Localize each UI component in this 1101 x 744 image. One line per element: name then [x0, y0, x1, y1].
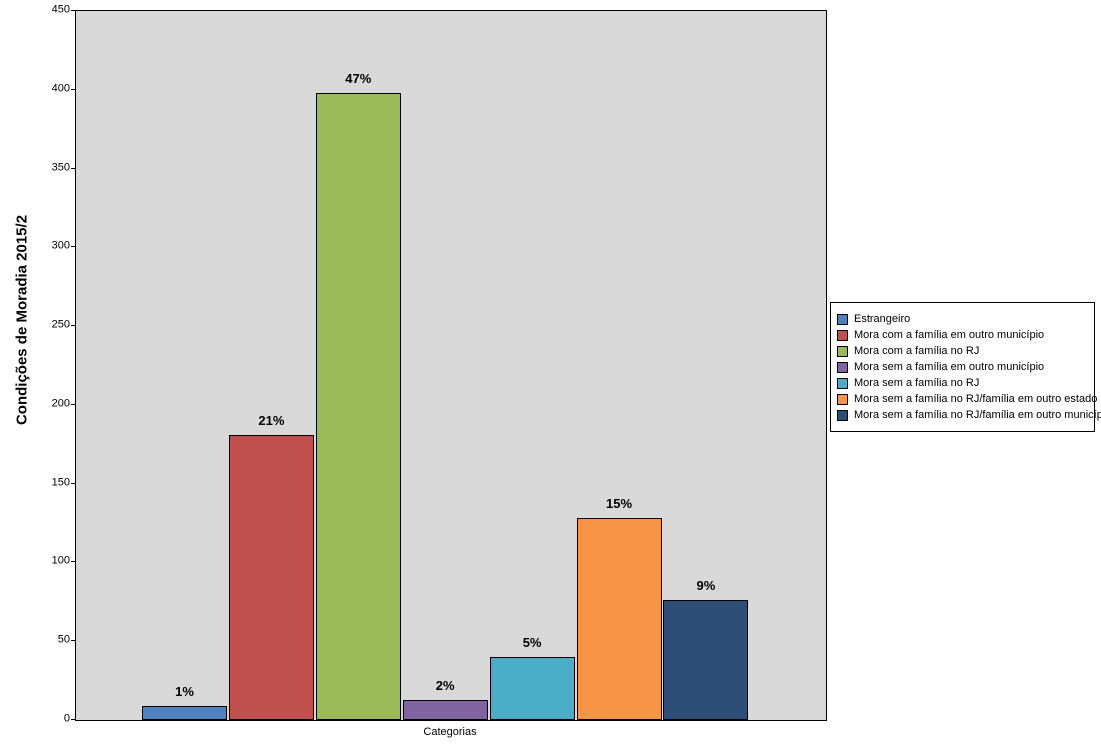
bar	[315, 92, 401, 720]
y-tick-label: 400	[51, 82, 70, 95]
legend-label: Mora sem a família no RJ	[854, 377, 980, 389]
bar-data-label: 15%	[605, 496, 633, 512]
y-tick-mark	[71, 482, 75, 484]
y-tick-label: 350	[51, 161, 70, 174]
legend-item: Estrangeiro	[837, 313, 1088, 325]
y-tick-label: 450	[51, 3, 70, 16]
legend-item: Mora com a família em outro município	[837, 329, 1088, 341]
legend-swatch	[837, 377, 848, 389]
legend-swatch	[837, 345, 848, 357]
legend-item: Mora sem a família no RJ	[837, 377, 1088, 389]
y-tick-label: 0	[63, 712, 70, 725]
legend-item: Mora sem a família no RJ/família em outr…	[837, 409, 1101, 421]
y-tick-mark	[71, 561, 75, 563]
legend-label: Mora sem a família no RJ/família em outr…	[854, 393, 1098, 405]
bar-data-label: 47%	[345, 70, 372, 86]
y-tick-label: 50	[57, 633, 70, 646]
y-tick-mark	[71, 640, 75, 642]
legend: Estrangeiro Mora com a família em outro m…	[830, 302, 1101, 432]
legend-item: Mora sem a família em outro município	[837, 361, 1088, 373]
bar	[142, 705, 227, 720]
y-tick-label: 150	[51, 476, 70, 489]
legend-label: Mora sem a família no RJ/família em outr…	[854, 409, 1101, 421]
bar-data-label: 21%	[258, 412, 285, 428]
legend-swatch	[837, 361, 848, 373]
bar-data-label: 5%	[522, 634, 542, 650]
y-tick-mark	[71, 88, 75, 90]
bar	[228, 434, 314, 720]
y-tick-mark	[71, 167, 75, 169]
legend-swatch	[837, 313, 848, 325]
y-tick-mark	[71, 325, 75, 327]
legend-label: Estrangeiro	[854, 313, 911, 325]
x-axis-title: Categorias	[423, 726, 477, 738]
y-tick-mark	[71, 246, 75, 248]
bar	[402, 699, 488, 720]
y-tick-mark	[71, 719, 75, 720]
legend-swatch	[837, 393, 848, 405]
legend-swatch	[837, 409, 848, 421]
y-tick-label: 200	[51, 397, 70, 410]
legend-label: Mora sem a família em outro município	[854, 361, 1045, 373]
y-tick-label: 300	[51, 239, 70, 252]
y-tick-mark	[71, 10, 75, 11]
y-tick-label: 100	[51, 554, 70, 567]
bar	[576, 518, 662, 720]
legend-label: Mora com a família no RJ	[854, 345, 980, 357]
legend-label: Mora com a família em outro município	[854, 329, 1045, 341]
legend-item: Mora sem a família no RJ/família em outr…	[837, 393, 1097, 405]
legend-swatch	[837, 329, 848, 341]
bar-data-label: 2%	[435, 677, 455, 693]
bar	[663, 600, 749, 720]
legend-item: Mora com a família no RJ	[837, 345, 1088, 357]
bar-data-label: 9%	[696, 578, 716, 594]
y-tick-label: 250	[51, 318, 70, 331]
y-tick-mark	[71, 403, 75, 405]
bar-data-label: 1%	[175, 683, 194, 699]
bar	[489, 656, 575, 720]
plot-area: 1% 21% 47% 2% 5% 15% 9%	[75, 10, 827, 721]
